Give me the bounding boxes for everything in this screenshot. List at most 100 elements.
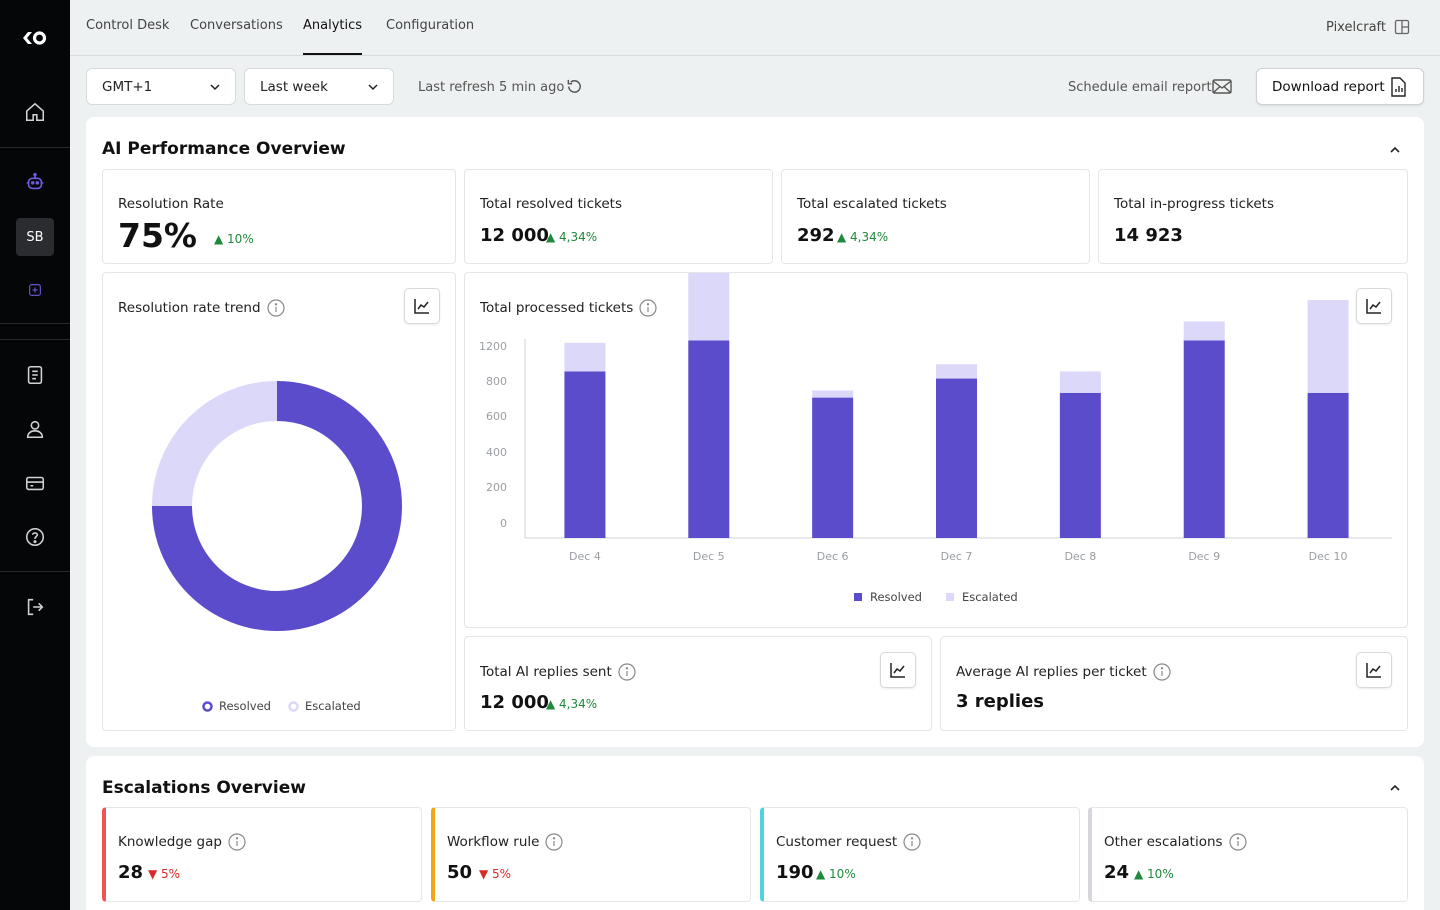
resolution-trend-label: Resolution rate trend bbox=[118, 299, 285, 317]
in-progress-tickets-label: Total in-progress tickets bbox=[1114, 196, 1275, 212]
info-icon[interactable] bbox=[618, 663, 636, 681]
delta-text: 4,34% bbox=[559, 697, 598, 711]
bar-escalated bbox=[564, 342, 606, 372]
resolution-trend-card: Resolution rate trend Resolved Escalated bbox=[102, 272, 456, 731]
report-file-icon bbox=[1391, 77, 1406, 97]
y-tick-label: 1200 bbox=[479, 340, 507, 353]
robot-icon bbox=[26, 172, 44, 190]
resolved-tickets-value: 12 000 bbox=[480, 225, 549, 246]
escalation-card-workflow-rule: Workflow rule 50 ▼ 5% bbox=[431, 807, 751, 902]
x-tick-label: Dec 8 bbox=[1064, 550, 1096, 563]
escalation-value: 24 bbox=[1104, 862, 1130, 883]
delta-text: 4,34% bbox=[850, 230, 889, 244]
escalations-title: Escalations Overview bbox=[102, 778, 306, 798]
avg-replies-title: Average AI replies per ticket bbox=[956, 664, 1147, 680]
chevron-up-icon[interactable] bbox=[1388, 143, 1402, 157]
chevron-up-icon[interactable] bbox=[1388, 781, 1402, 795]
bar-resolved bbox=[688, 340, 730, 538]
top-nav: Control Desk Conversations Analytics Con… bbox=[70, 0, 1440, 56]
download-report-button[interactable]: Download report bbox=[1256, 68, 1424, 105]
escalation-card-customer-request: Customer request 190 ▲ 10% bbox=[760, 807, 1080, 902]
sidebar-logout[interactable] bbox=[16, 588, 54, 626]
sidebar-ai-agent[interactable] bbox=[16, 163, 54, 201]
x-tick-label: Dec 5 bbox=[693, 550, 725, 563]
escalation-delta: ▲ 10% bbox=[816, 867, 856, 881]
active-tab-indicator bbox=[303, 53, 362, 55]
delta-text: 4,34% bbox=[559, 230, 598, 244]
tab-conversations[interactable]: Conversations bbox=[190, 18, 283, 33]
tab-analytics[interactable]: Analytics bbox=[303, 18, 363, 33]
view-chart-button[interactable] bbox=[1356, 652, 1392, 688]
workspace-avatar[interactable]: SB bbox=[16, 218, 54, 256]
mail-icon[interactable] bbox=[1212, 78, 1232, 95]
view-chart-button[interactable] bbox=[404, 288, 440, 324]
timezone-select[interactable]: GMT+1 bbox=[86, 68, 236, 105]
bar-escalated bbox=[688, 273, 730, 341]
delta-text: 10% bbox=[227, 232, 254, 246]
schedule-email-report[interactable]: Schedule email report bbox=[1068, 80, 1212, 95]
org-name[interactable]: Pixelcraft bbox=[1326, 20, 1386, 35]
escalated-tickets-label: Total escalated tickets bbox=[797, 196, 947, 212]
x-tick-label: Dec 6 bbox=[817, 550, 849, 563]
sidebar-add-workspace[interactable] bbox=[16, 271, 54, 309]
escalated-tickets-delta: ▲ 4,34% bbox=[837, 230, 889, 244]
info-icon[interactable] bbox=[639, 299, 657, 317]
tab-control-desk[interactable]: Control Desk bbox=[86, 18, 170, 33]
legend-escalated-swatch bbox=[945, 593, 954, 601]
ai-performance-panel: AI Performance Overview Resolution Rate … bbox=[86, 117, 1424, 747]
y-tick-label: 800 bbox=[486, 375, 507, 388]
escalation-title: Customer request bbox=[776, 834, 898, 850]
y-tick-label: 0 bbox=[500, 517, 507, 530]
info-icon[interactable] bbox=[266, 299, 285, 317]
legend-resolved-swatch bbox=[854, 593, 862, 601]
x-tick-label: Dec 10 bbox=[1309, 550, 1348, 563]
chevron-down-icon bbox=[210, 84, 220, 91]
escalation-title: Workflow rule bbox=[447, 834, 540, 850]
donut-legend: Resolved Escalated bbox=[202, 699, 361, 713]
info-icon[interactable] bbox=[1153, 663, 1171, 681]
info-icon[interactable] bbox=[903, 833, 921, 851]
period-value: Last week bbox=[260, 78, 328, 95]
escalation-label: Other escalations bbox=[1104, 833, 1247, 851]
info-icon[interactable] bbox=[228, 833, 246, 851]
delta-text: 10% bbox=[829, 867, 856, 881]
processed-tickets-label: Total processed tickets bbox=[480, 299, 657, 317]
info-icon[interactable] bbox=[545, 833, 564, 851]
bar-resolved bbox=[812, 397, 854, 538]
resolution-rate-delta: ▲ 10% bbox=[214, 232, 254, 246]
avatar-initials: SB bbox=[26, 229, 44, 245]
resolved-tickets-label: Total resolved tickets bbox=[480, 196, 623, 212]
app-logo bbox=[23, 31, 47, 45]
in-progress-tickets-value: 14 923 bbox=[1114, 225, 1183, 246]
avg-replies-value: 3 replies bbox=[956, 691, 1045, 712]
legend-escalated-label: Escalated bbox=[304, 699, 361, 713]
sidebar-documents[interactable] bbox=[16, 356, 54, 394]
sidebar-billing[interactable] bbox=[16, 464, 54, 502]
view-chart-button[interactable] bbox=[1356, 288, 1392, 324]
view-chart-button[interactable] bbox=[880, 652, 916, 688]
sidebar-home[interactable] bbox=[16, 93, 54, 131]
period-select[interactable]: Last week bbox=[244, 68, 394, 105]
ai-replies-value: 12 000 bbox=[480, 692, 549, 713]
y-tick-label: 400 bbox=[486, 446, 507, 459]
tab-configuration[interactable]: Configuration bbox=[386, 18, 475, 33]
legend-resolved-marker bbox=[202, 700, 213, 712]
legend-resolved-label: Resolved bbox=[870, 590, 922, 604]
user-icon bbox=[26, 420, 44, 439]
layout-panel-icon[interactable] bbox=[1394, 19, 1410, 35]
x-tick-label: Dec 4 bbox=[569, 550, 601, 563]
y-tick-label: 200 bbox=[486, 481, 507, 494]
document-icon bbox=[27, 365, 43, 385]
delta-text: 5% bbox=[161, 867, 181, 881]
sidebar-help[interactable] bbox=[16, 518, 54, 556]
escalation-label: Customer request bbox=[776, 833, 921, 851]
x-tick-label: Dec 7 bbox=[941, 550, 973, 563]
sidebar-profile[interactable] bbox=[16, 410, 54, 448]
refresh-icon[interactable] bbox=[565, 77, 584, 96]
legend-escalated-label: Escalated bbox=[961, 590, 1018, 604]
escalation-value: 190 bbox=[776, 862, 814, 883]
avg-replies-card: Average AI replies per ticket 3 replies bbox=[940, 636, 1408, 731]
add-square-icon bbox=[29, 284, 41, 296]
info-icon[interactable] bbox=[1228, 833, 1247, 851]
bar-resolved bbox=[1059, 392, 1101, 538]
